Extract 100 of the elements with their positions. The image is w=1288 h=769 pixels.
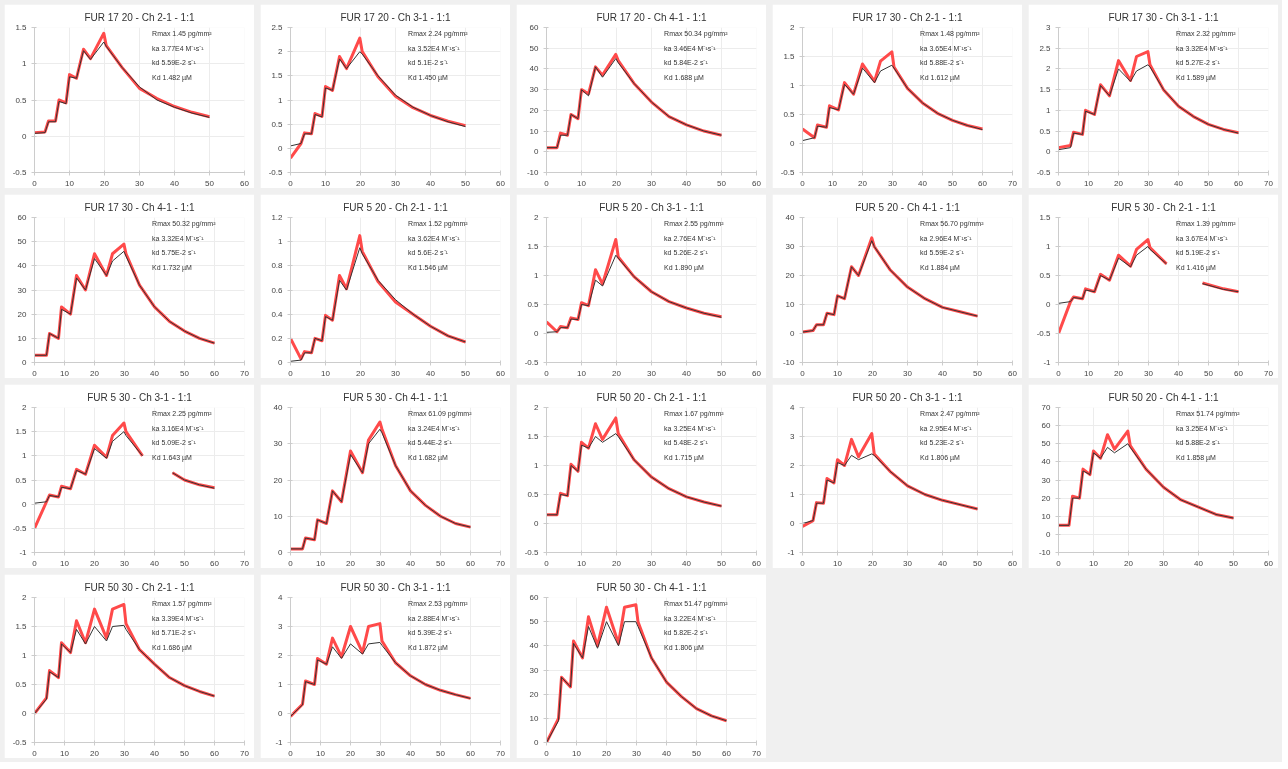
chart-title: FUR 50 30 - Ch 2-1 - 1:1 <box>84 581 195 593</box>
x-tick-label: 30 <box>391 178 401 188</box>
y-tick-label: 1.5 <box>15 427 28 437</box>
x-tick-label: 40 <box>150 368 160 378</box>
x-tick-label: 0 <box>544 558 550 568</box>
y-tick-label: 30 <box>17 285 28 295</box>
x-tick-label: 20 <box>346 748 356 758</box>
y-tick-label: 0.2 <box>271 333 284 343</box>
y-tick-label: -0.5 <box>268 168 284 177</box>
y-tick-label: 2 <box>790 23 796 32</box>
x-tick-label: 0 <box>544 368 550 378</box>
x-tick-label: 50 <box>180 368 190 378</box>
y-tick-label: 50 <box>529 43 540 53</box>
x-tick-label: 50 <box>717 368 727 378</box>
x-tick-label: 10 <box>1084 368 1094 378</box>
x-tick-label: 30 <box>120 368 130 378</box>
x-tick-label: 40 <box>918 178 928 188</box>
chart-title: FUR 50 30 - Ch 4-1 - 1:1 <box>596 581 707 593</box>
y-tick-label: 50 <box>1041 439 1052 449</box>
y-tick-label: 10 <box>529 126 540 136</box>
x-tick-label: 60 <box>722 748 732 758</box>
x-tick-label: 20 <box>868 368 878 378</box>
y-tick-label: 2.5 <box>1039 43 1052 53</box>
y-tick-label: 0 <box>22 358 28 367</box>
y-tick-label: 4 <box>790 403 796 412</box>
y-tick-label: 20 <box>529 689 540 699</box>
x-tick-label: 30 <box>135 178 145 188</box>
x-tick-label: 20 <box>1114 368 1124 378</box>
y-tick-label: 0 <box>22 499 28 509</box>
chart-title: FUR 17 30 - Ch 3-1 - 1:1 <box>1108 11 1219 23</box>
y-tick-label: 0.5 <box>1039 126 1052 136</box>
x-tick-label: 50 <box>1204 368 1214 378</box>
x-tick-label: 50 <box>1229 558 1239 568</box>
x-tick-label: 30 <box>120 558 130 568</box>
x-tick-label: 60 <box>1008 368 1018 378</box>
chart-title: FUR 17 20 - Ch 3-1 - 1:1 <box>340 11 451 23</box>
x-tick-label: 0 <box>1056 558 1062 568</box>
x-tick-label: 60 <box>496 178 506 188</box>
y-tick-label: 0 <box>22 131 28 141</box>
x-tick-label: 20 <box>356 368 366 378</box>
x-tick-label: 60 <box>466 748 476 758</box>
y-tick-label: 30 <box>529 665 540 675</box>
x-tick-label: 60 <box>1234 178 1244 188</box>
x-tick-label: 40 <box>406 748 416 758</box>
x-tick-label: 10 <box>833 558 843 568</box>
x-tick-label: 50 <box>973 368 983 378</box>
x-tick-label: 0 <box>288 178 294 188</box>
x-tick-label: 40 <box>1194 558 1204 568</box>
x-tick-label: 40 <box>170 178 180 188</box>
x-tick-label: 10 <box>60 558 70 568</box>
chart-title: FUR 5 30 - Ch 2-1 - 1:1 <box>1111 201 1217 213</box>
y-tick-label: 1 <box>278 95 284 105</box>
y-tick-label: 0 <box>278 548 284 557</box>
y-tick-label: 1.5 <box>1039 85 1052 95</box>
y-tick-label: 0 <box>278 358 284 367</box>
y-tick-label: 0 <box>278 143 284 153</box>
x-tick-label: 0 <box>32 368 38 378</box>
y-tick-label: 40 <box>785 213 796 222</box>
x-tick-label: 50 <box>436 558 446 568</box>
x-tick-label: 60 <box>752 558 762 568</box>
x-tick-label: 10 <box>65 178 75 188</box>
y-tick-label: -10 <box>1038 548 1052 557</box>
x-tick-label: 50 <box>180 558 190 568</box>
x-tick-label: 30 <box>1144 368 1154 378</box>
y-tick-label: -0.5 <box>524 358 540 367</box>
x-tick-label: 10 <box>316 748 326 758</box>
y-tick-label: 1 <box>278 237 284 247</box>
y-tick-label: 0.5 <box>15 680 28 689</box>
x-tick-label: 60 <box>210 368 220 378</box>
x-tick-label: 0 <box>544 178 550 188</box>
x-tick-label: 40 <box>426 368 436 378</box>
x-tick-label: 50 <box>948 178 958 188</box>
x-tick-label: 60 <box>240 178 250 188</box>
y-tick-label: 1.5 <box>1039 213 1052 222</box>
x-tick-label: 70 <box>240 368 250 378</box>
x-tick-label: 60 <box>752 368 762 378</box>
y-tick-label: -0.5 <box>1036 168 1052 177</box>
x-tick-label: 20 <box>1124 558 1134 568</box>
x-tick-label: 10 <box>321 178 331 188</box>
y-tick-label: 70 <box>1041 403 1052 412</box>
y-tick-label: 1.5 <box>783 52 796 61</box>
chart-title: FUR 50 30 - Ch 3-1 - 1:1 <box>340 581 451 593</box>
x-tick-label: 0 <box>288 748 294 758</box>
x-tick-label: 40 <box>682 558 692 568</box>
x-tick-label: 20 <box>90 368 100 378</box>
chart-title: FUR 5 30 - Ch 4-1 - 1:1 <box>343 391 449 403</box>
y-tick-label: 1.5 <box>527 432 540 441</box>
x-tick-label: 50 <box>717 558 727 568</box>
y-tick-label: 20 <box>273 475 284 485</box>
chart-title: FUR 5 20 - Ch 3-1 - 1:1 <box>599 201 705 213</box>
x-tick-label: 20 <box>1114 178 1124 188</box>
x-tick-label: 40 <box>682 178 692 188</box>
y-tick-label: 0 <box>22 709 28 718</box>
x-tick-label: 20 <box>90 558 100 568</box>
x-tick-label: 0 <box>1056 178 1062 188</box>
y-tick-label: -0.5 <box>780 168 796 177</box>
y-tick-label: 1 <box>22 451 28 461</box>
x-tick-label: 20 <box>90 748 100 758</box>
chart-title: FUR 17 30 - Ch 2-1 - 1:1 <box>852 11 963 23</box>
y-tick-label: 10 <box>17 333 28 343</box>
